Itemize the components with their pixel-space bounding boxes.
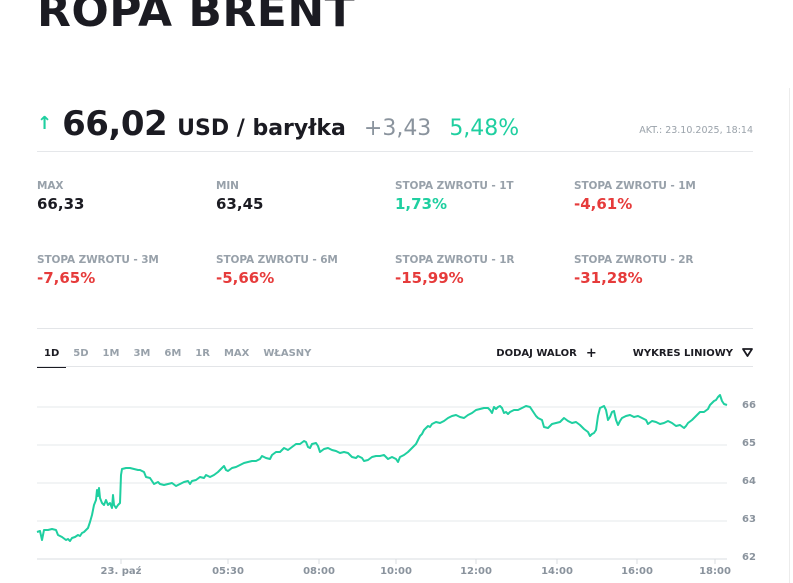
- x-axis-tick: 23. paź: [100, 566, 142, 577]
- stat-label: STOPA ZWROTU - 1T: [395, 180, 514, 192]
- stat-return-1t: STOPA ZWROTU - 1T 1,73%: [395, 180, 574, 213]
- tabs-divider: [37, 366, 753, 367]
- arrow-up-icon: ↑: [37, 113, 53, 134]
- triangle-down-icon: [742, 348, 753, 359]
- stat-value: 66,33: [37, 195, 85, 213]
- plus-icon: +: [585, 345, 597, 361]
- chart-actions: DODAJ WALOR + WYKRES LINIOWY: [496, 345, 753, 361]
- tab-custom[interactable]: WŁASNY: [263, 348, 312, 359]
- stat-label: STOPA ZWROTU - 1R: [395, 254, 515, 266]
- stat-label: STOPA ZWROTU - 3M: [37, 254, 159, 266]
- range-tabs: 1D 5D 1M 3M 6M 1R MAX WŁASNY: [37, 348, 318, 368]
- stat-value: -31,28%: [574, 269, 643, 287]
- tab-3m[interactable]: 3M: [133, 348, 151, 359]
- stat-max: MAX 66,33: [37, 180, 216, 213]
- tab-6m[interactable]: 6M: [164, 348, 182, 359]
- stat-return-3m: STOPA ZWROTU - 3M -7,65%: [37, 254, 216, 287]
- stat-label: MAX: [37, 180, 64, 192]
- stat-label: STOPA ZWROTU - 1M: [574, 180, 696, 192]
- stat-label: STOPA ZWROTU - 2R: [574, 254, 694, 266]
- stat-value: -4,61%: [574, 195, 633, 213]
- price-series-line[interactable]: [36, 394, 728, 542]
- current-price: 66,02: [62, 104, 168, 144]
- price-change-percent: 5,48%: [449, 116, 520, 141]
- y-axis-tick: 62: [742, 552, 756, 563]
- x-axis-tick: 16:00: [621, 566, 653, 577]
- stat-return-1r: STOPA ZWROTU - 1R -15,99%: [395, 254, 574, 287]
- x-axis-tick: 14:00: [541, 566, 573, 577]
- stat-return-1m: STOPA ZWROTU - 1M -4,61%: [574, 180, 753, 213]
- stat-value: 63,45: [216, 195, 264, 213]
- x-axis-tick: 10:00: [380, 566, 412, 577]
- divider: [37, 328, 753, 329]
- y-axis-tick: 66: [742, 400, 756, 411]
- x-axis-tick: 08:00: [303, 566, 335, 577]
- scrollbar-track[interactable]: [789, 88, 790, 583]
- tab-1r[interactable]: 1R: [195, 348, 210, 359]
- stat-value: -7,65%: [37, 269, 96, 287]
- tab-1m[interactable]: 1M: [102, 348, 120, 359]
- last-updated: AKT.: 23.10.2025, 18:14: [639, 125, 753, 136]
- tab-1d[interactable]: 1D: [37, 348, 67, 368]
- stat-value: -15,99%: [395, 269, 464, 287]
- price-change: +3,43: [363, 116, 432, 141]
- stat-return-6m: STOPA ZWROTU - 6M -5,66%: [216, 254, 395, 287]
- x-axis-tick: 18:00: [699, 566, 731, 577]
- stat-min: MIN 63,45: [216, 180, 395, 213]
- y-axis-tick: 65: [742, 438, 756, 449]
- add-instrument-label: DODAJ WALOR: [496, 348, 577, 359]
- divider: [37, 151, 753, 152]
- quote-header: ↑ 66,02 USD / baryłka +3,43 5,48%: [37, 104, 519, 144]
- y-axis-tick: 63: [742, 514, 756, 525]
- y-axis-tick: 64: [742, 476, 756, 487]
- stat-return-2r: STOPA ZWROTU - 2R -31,28%: [574, 254, 753, 287]
- page-title: ROPA BRENT: [37, 0, 356, 37]
- price-unit: USD / baryłka: [177, 116, 346, 141]
- chart-type-dropdown[interactable]: WYKRES LINIOWY: [633, 348, 753, 359]
- stat-label: STOPA ZWROTU - 6M: [216, 254, 338, 266]
- price-line-chart[interactable]: [0, 370, 793, 583]
- tab-5d[interactable]: 5D: [73, 348, 89, 359]
- stat-value: -5,66%: [216, 269, 275, 287]
- x-axis-tick: 05:30: [212, 566, 244, 577]
- tab-max[interactable]: MAX: [223, 348, 250, 359]
- stat-label: MIN: [216, 180, 239, 192]
- stat-value: 1,73%: [395, 195, 448, 213]
- x-axis-tick: 12:00: [460, 566, 492, 577]
- chart-type-label: WYKRES LINIOWY: [632, 348, 733, 359]
- add-instrument-button[interactable]: DODAJ WALOR +: [496, 345, 597, 361]
